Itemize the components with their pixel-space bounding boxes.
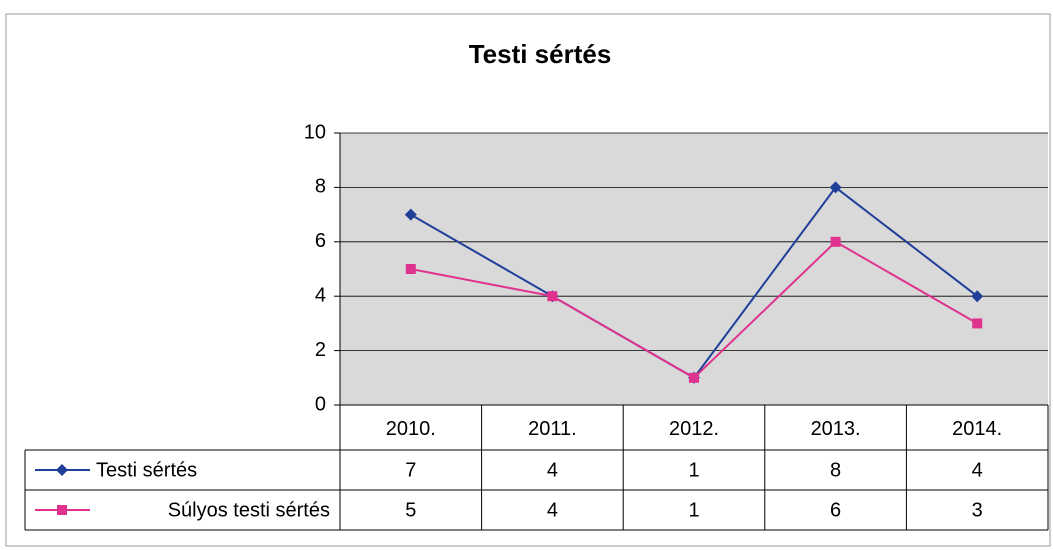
table-value: 3 [972,499,983,521]
marker [972,318,983,329]
x-tick-label: 2010. [386,418,436,440]
marker [689,372,699,383]
x-tick-label: 2011. [528,418,577,440]
table-value: 1 [688,499,699,521]
marker [829,181,842,194]
table-value: 7 [405,459,416,481]
table-value: 1 [688,459,699,481]
table-value: 5 [405,499,416,521]
table-value: 8 [830,459,841,481]
plot-area [340,133,1048,405]
table-value: 4 [547,499,558,521]
chart-title: Testi sértés [469,39,612,69]
y-tick-label: 8 [315,176,326,198]
table-value: 4 [972,459,983,481]
marker [405,264,416,274]
y-tick-label: 6 [315,230,326,252]
y-tick-label: 0 [315,393,326,415]
legend-label: Testi sértés [96,459,197,481]
table-value: 4 [547,459,558,481]
y-tick-label: 4 [315,284,326,306]
table-value: 6 [830,499,841,521]
x-tick-label: 2014. [952,418,1002,440]
y-tick-label: 2 [315,339,326,361]
marker [830,236,841,247]
marker [971,290,984,303]
legend-label: Súlyos testi sértés [168,499,330,521]
marker [57,505,67,515]
x-tick-label: 2013. [811,418,861,440]
marker [404,208,417,221]
marker [56,464,68,476]
x-tick-label: 2012. [669,418,719,440]
y-tick-label: 10 [304,121,326,143]
marker [547,291,558,302]
